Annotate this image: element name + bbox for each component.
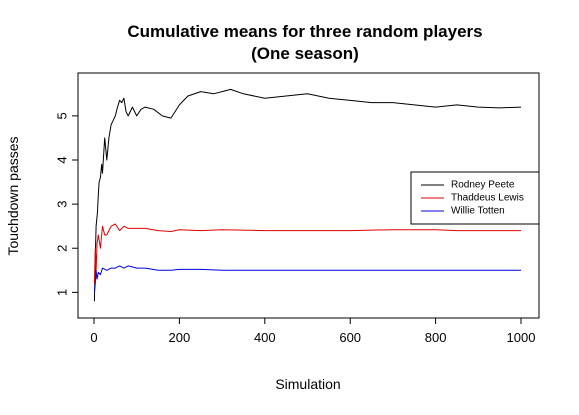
legend-label-2: Willie Totten (451, 206, 505, 217)
y-tick-label: 2 (55, 245, 70, 252)
x-tick-label: 0 (90, 330, 97, 345)
x-tick-label: 800 (425, 330, 447, 345)
series-line-2 (93, 265, 521, 293)
chart-title: Cumulative means for three random player… (127, 22, 482, 41)
y-axis: 1 2 3 4 5 (55, 112, 79, 296)
series-group (93, 88, 522, 302)
y-tick-label: 4 (55, 156, 70, 163)
y-tick-label: 1 (55, 289, 70, 296)
series-line-0 (93, 88, 522, 302)
y-axis-label: Touchdown passes (5, 136, 21, 255)
x-tick-label: 1000 (507, 330, 536, 345)
legend-label-1: Thaddeus Lewis (451, 193, 524, 204)
legend: Rodney Peete Thaddeus Lewis Willie Totten (410, 171, 540, 225)
x-tick-label: 400 (254, 330, 276, 345)
x-tick-label: 600 (339, 330, 361, 345)
x-axis: 0 200 400 600 800 1000 (90, 317, 536, 345)
series-line-1 (93, 223, 521, 284)
x-tick-label: 200 (169, 330, 191, 345)
y-tick-label: 3 (55, 201, 70, 208)
x-axis-label: Simulation (275, 376, 340, 392)
chart-subtitle: (One season) (251, 44, 359, 63)
legend-label-0: Rodney Peete (451, 180, 515, 191)
y-tick-label: 5 (55, 112, 70, 119)
